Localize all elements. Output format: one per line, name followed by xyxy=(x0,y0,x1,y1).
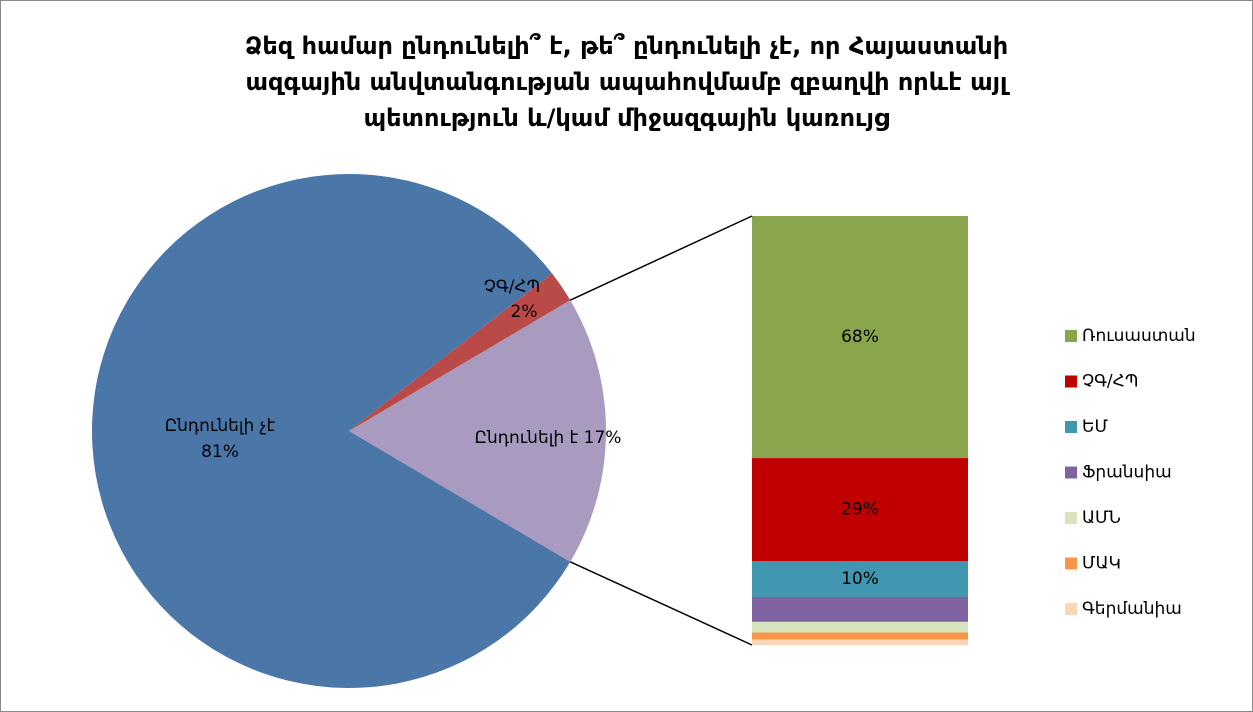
bar-value-label: 68% xyxy=(841,327,879,347)
legend-swatch xyxy=(1065,557,1077,570)
pie-slice xyxy=(349,273,571,431)
bar-segment xyxy=(752,216,968,459)
legend-label: Ռուսաստան xyxy=(1082,326,1196,346)
legend-label: Ֆրանսիա xyxy=(1082,463,1172,483)
connector xyxy=(569,561,753,646)
pie-slice xyxy=(92,173,571,689)
legend-label: Գերմանիա xyxy=(1082,599,1182,619)
chart-title: Ձեզ համար ընդունելի՞ է, թե՞ ընդունելի չէ… xyxy=(244,32,1009,132)
slice-label: Ընդունելի չէ xyxy=(165,416,276,436)
legend-swatch xyxy=(1065,421,1077,433)
bar-value-label: 29% xyxy=(841,500,879,520)
legend-label: ՉԳ/ՀՊ xyxy=(1082,372,1138,392)
slice-value-label: 17% xyxy=(584,428,622,448)
legend-swatch xyxy=(1065,512,1077,524)
slice-value-label: 2% xyxy=(511,302,538,322)
slice-value-label: 81% xyxy=(201,442,239,462)
bar-segment xyxy=(752,632,968,640)
bar-segment xyxy=(752,561,968,597)
connector xyxy=(569,215,753,301)
legend-label: ՄԱԿ xyxy=(1082,554,1121,574)
slice-label: Ընդունելի է 17% xyxy=(475,428,622,448)
bar-segment xyxy=(752,639,968,645)
legend-swatch xyxy=(1065,330,1077,342)
bar-value-label: 10% xyxy=(841,569,879,589)
slice-name: Ընդունելի է xyxy=(475,428,579,448)
legend-swatch xyxy=(1065,466,1077,479)
pie-slice xyxy=(349,300,606,562)
bar-segment xyxy=(752,596,968,622)
legend-label: ԵՄ xyxy=(1082,417,1108,437)
bar-segment xyxy=(752,458,968,562)
legend-swatch xyxy=(1065,603,1077,615)
legend-label: ԱՄՆ xyxy=(1082,508,1121,528)
slice-label: ՉԳ/ՀՊ xyxy=(484,277,540,297)
bar-segment xyxy=(752,621,968,633)
legend-swatch xyxy=(1065,375,1077,388)
